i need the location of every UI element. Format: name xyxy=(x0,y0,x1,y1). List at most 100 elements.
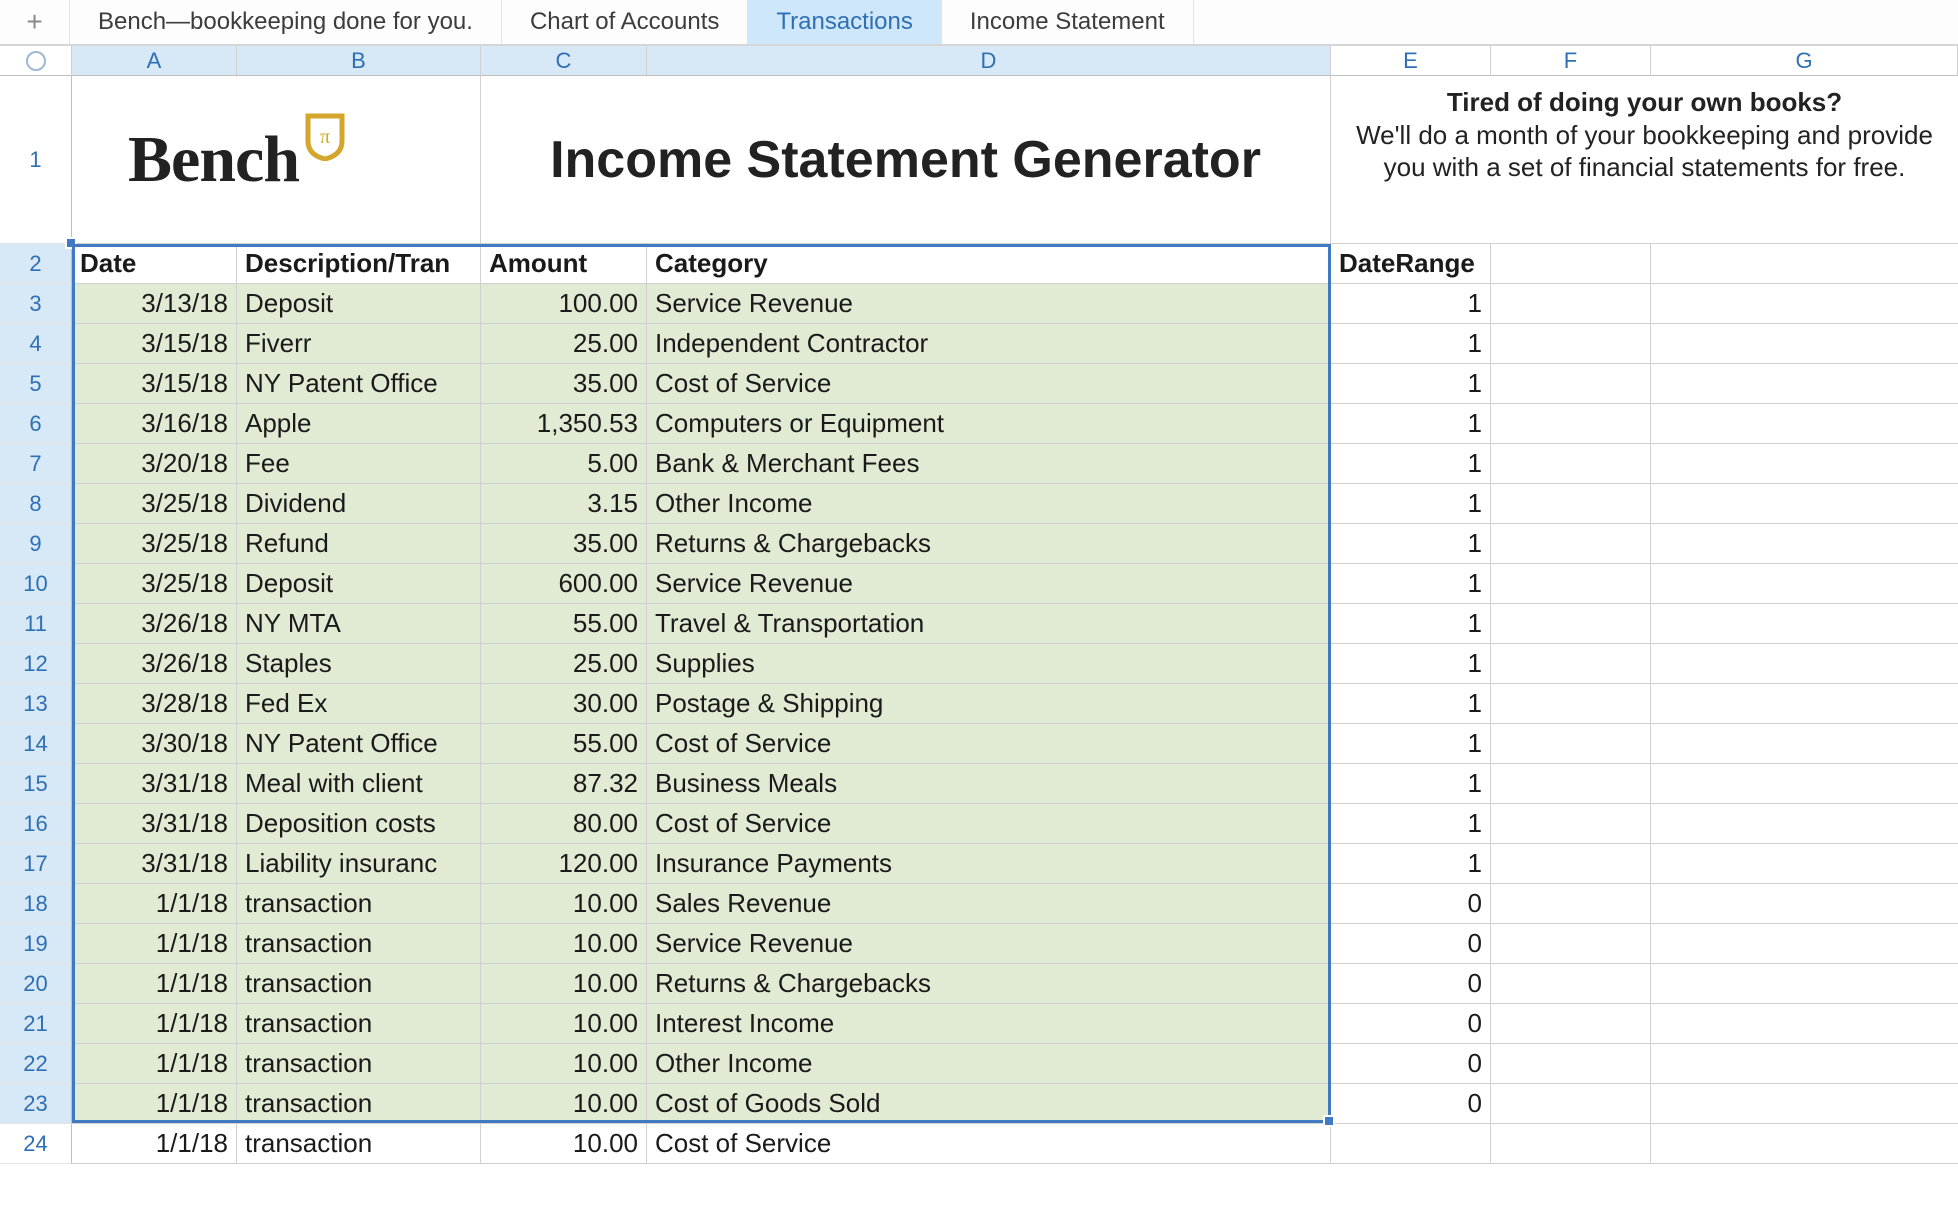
cell-empty-F[interactable] xyxy=(1491,564,1651,603)
hdr-desc[interactable]: Description/Tran xyxy=(237,244,481,283)
cell-amount[interactable]: 25.00 xyxy=(481,324,647,363)
row-header-22[interactable]: 22 xyxy=(0,1044,72,1084)
cell-date[interactable]: 1/1/18 xyxy=(72,884,237,923)
cell-amount[interactable]: 100.00 xyxy=(481,284,647,323)
row-header-11[interactable]: 11 xyxy=(0,604,72,644)
cell-category[interactable]: Postage & Shipping xyxy=(647,684,1331,723)
cell-category[interactable]: Service Revenue xyxy=(647,284,1331,323)
row-header-5[interactable]: 5 xyxy=(0,364,72,404)
cell-date[interactable]: 3/16/18 xyxy=(72,404,237,443)
cell-range[interactable]: 0 xyxy=(1331,964,1491,1003)
cell-empty-F[interactable] xyxy=(1491,284,1651,323)
cell-desc[interactable]: transaction xyxy=(237,1004,481,1043)
cell-amount[interactable]: 10.00 xyxy=(481,1044,647,1083)
cell-empty-G[interactable] xyxy=(1651,1044,1958,1083)
cell-category[interactable]: Bank & Merchant Fees xyxy=(647,444,1331,483)
cell-empty-G[interactable] xyxy=(1651,684,1958,723)
cell-empty-F[interactable] xyxy=(1491,604,1651,643)
cell-empty-F[interactable] xyxy=(1491,404,1651,443)
cell-amount[interactable]: 35.00 xyxy=(481,524,647,563)
cell-range[interactable]: 0 xyxy=(1331,1004,1491,1043)
cell-desc[interactable]: NY Patent Office xyxy=(237,724,481,763)
cell-amount[interactable]: 10.00 xyxy=(481,1124,647,1163)
row-header-24[interactable]: 24 xyxy=(0,1124,72,1164)
row-header-10[interactable]: 10 xyxy=(0,564,72,604)
cell-desc[interactable]: Deposit xyxy=(237,564,481,603)
hdr-amount[interactable]: Amount xyxy=(481,244,647,283)
cell-range[interactable]: 1 xyxy=(1331,404,1491,443)
col-header-E[interactable]: E xyxy=(1331,46,1491,76)
cell-range[interactable]: 1 xyxy=(1331,724,1491,763)
cell-empty-F[interactable] xyxy=(1491,1124,1651,1163)
cell-empty-F[interactable] xyxy=(1491,484,1651,523)
cell-amount[interactable]: 600.00 xyxy=(481,564,647,603)
cell-amount[interactable]: 55.00 xyxy=(481,604,647,643)
cell-amount[interactable]: 35.00 xyxy=(481,364,647,403)
cell-date[interactable]: 3/31/18 xyxy=(72,804,237,843)
cell-category[interactable]: Cost of Service xyxy=(647,364,1331,403)
cell-desc[interactable]: transaction xyxy=(237,964,481,1003)
new-sheet-button[interactable]: + xyxy=(0,0,70,44)
cell-desc[interactable]: Fed Ex xyxy=(237,684,481,723)
cell-range[interactable]: 1 xyxy=(1331,684,1491,723)
row-header-23[interactable]: 23 xyxy=(0,1084,72,1124)
cell-desc[interactable]: NY MTA xyxy=(237,604,481,643)
row-header-3[interactable]: 3 xyxy=(0,284,72,324)
cell-empty-F[interactable] xyxy=(1491,1004,1651,1043)
cell-empty-G[interactable] xyxy=(1651,404,1958,443)
row-header-15[interactable]: 15 xyxy=(0,764,72,804)
cell-empty-F[interactable] xyxy=(1491,684,1651,723)
cell-desc[interactable]: Deposition costs xyxy=(237,804,481,843)
cell-empty-G[interactable] xyxy=(1651,644,1958,683)
cell-range[interactable]: 1 xyxy=(1331,444,1491,483)
cell-range[interactable]: 1 xyxy=(1331,284,1491,323)
cell-amount[interactable]: 120.00 xyxy=(481,844,647,883)
cell-range[interactable]: 1 xyxy=(1331,764,1491,803)
cell-category[interactable]: Returns & Chargebacks xyxy=(647,964,1331,1003)
cell-empty-F[interactable] xyxy=(1491,724,1651,763)
cell-range[interactable]: 0 xyxy=(1331,1084,1491,1123)
cell-category[interactable]: Business Meals xyxy=(647,764,1331,803)
tab-transactions[interactable]: Transactions xyxy=(748,0,942,44)
row-header-18[interactable]: 18 xyxy=(0,884,72,924)
cell-empty-F[interactable] xyxy=(1491,844,1651,883)
cell-empty-F[interactable] xyxy=(1491,324,1651,363)
cell-G2[interactable] xyxy=(1651,244,1958,283)
cell-F2[interactable] xyxy=(1491,244,1651,283)
cell-empty-F[interactable] xyxy=(1491,884,1651,923)
cell-amount[interactable]: 5.00 xyxy=(481,444,647,483)
cell-range[interactable]: 1 xyxy=(1331,844,1491,883)
row-header-12[interactable]: 12 xyxy=(0,644,72,684)
cell-desc[interactable]: NY Patent Office xyxy=(237,364,481,403)
cell-category[interactable]: Travel & Transportation xyxy=(647,604,1331,643)
cell-empty-G[interactable] xyxy=(1651,564,1958,603)
cell-desc[interactable]: Staples xyxy=(237,644,481,683)
cell-amount[interactable]: 10.00 xyxy=(481,964,647,1003)
cell-desc[interactable]: transaction xyxy=(237,884,481,923)
cell-category[interactable]: Cost of Service xyxy=(647,724,1331,763)
cell-empty-G[interactable] xyxy=(1651,484,1958,523)
hdr-daterange[interactable]: DateRange xyxy=(1331,244,1491,283)
cell-category[interactable]: Other Income xyxy=(647,1044,1331,1083)
cell-empty-F[interactable] xyxy=(1491,1044,1651,1083)
cell-amount[interactable]: 10.00 xyxy=(481,1004,647,1043)
cell-empty-G[interactable] xyxy=(1651,924,1958,963)
cell-empty-G[interactable] xyxy=(1651,724,1958,763)
row-header-19[interactable]: 19 xyxy=(0,924,72,964)
cell-date[interactable]: 3/31/18 xyxy=(72,844,237,883)
tab-chart-of-accts[interactable]: Chart of Accounts xyxy=(502,0,748,44)
cell-date[interactable]: 3/26/18 xyxy=(72,644,237,683)
cell-amount[interactable]: 80.00 xyxy=(481,804,647,843)
cell-empty-F[interactable] xyxy=(1491,924,1651,963)
cell-amount[interactable]: 1,350.53 xyxy=(481,404,647,443)
cell-category[interactable]: Independent Contractor xyxy=(647,324,1331,363)
cell-range[interactable]: 1 xyxy=(1331,564,1491,603)
col-header-D[interactable]: D xyxy=(647,46,1331,76)
cell-empty-G[interactable] xyxy=(1651,884,1958,923)
row-header-9[interactable]: 9 xyxy=(0,524,72,564)
cell-desc[interactable]: transaction xyxy=(237,924,481,963)
cell-empty-G[interactable] xyxy=(1651,1004,1958,1043)
cell-category[interactable]: Sales Revenue xyxy=(647,884,1331,923)
cell-desc[interactable]: Meal with client xyxy=(237,764,481,803)
brand-cell[interactable]: Bench π xyxy=(72,76,481,243)
